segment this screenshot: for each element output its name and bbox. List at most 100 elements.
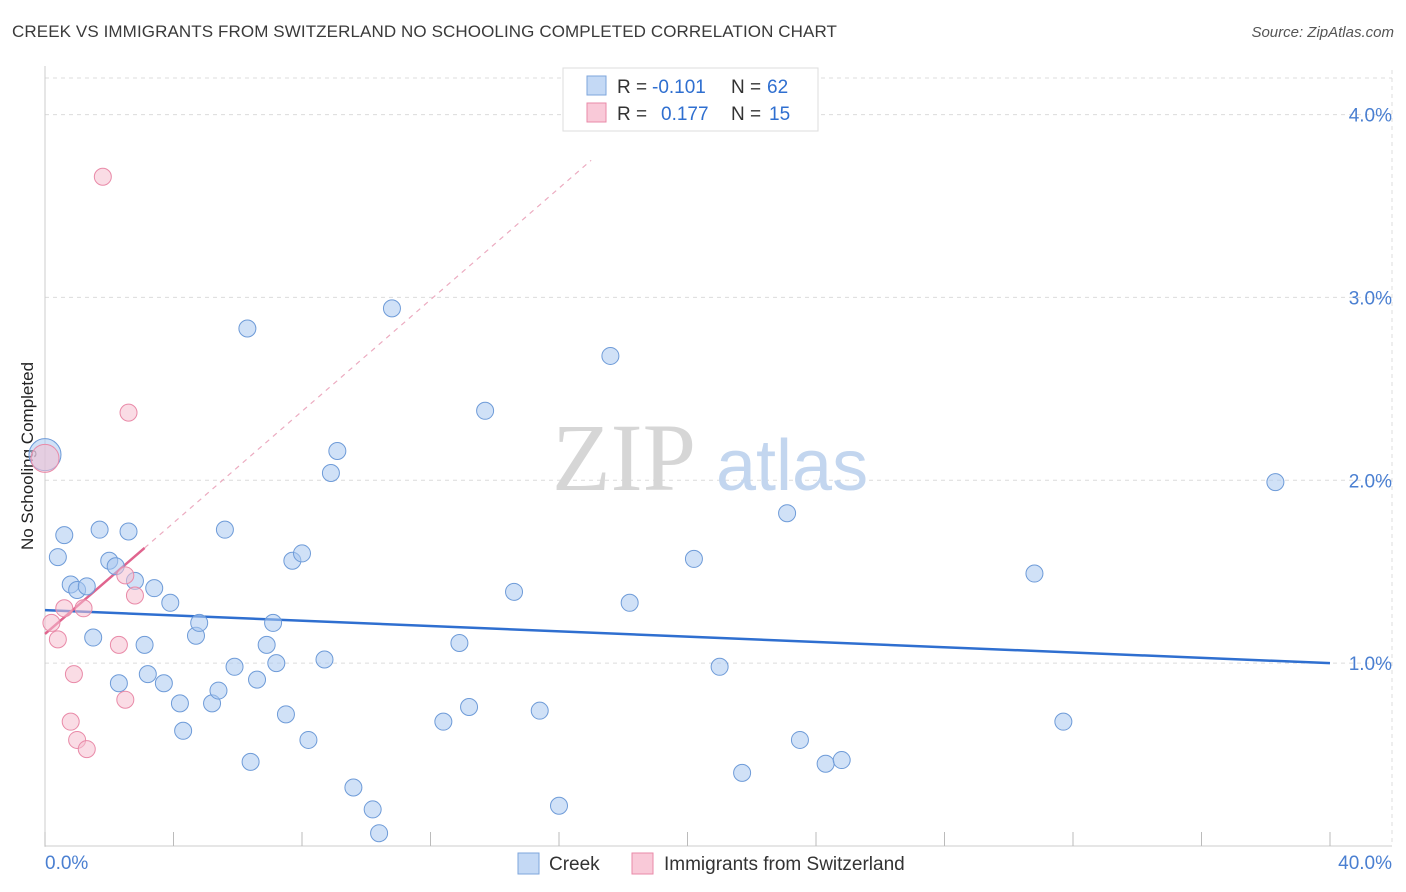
creek-point-24 <box>215 520 234 539</box>
creek-point-17 <box>161 593 180 612</box>
swiss-point-8 <box>77 740 96 759</box>
swiss-point-12 <box>116 690 135 709</box>
legend-swiss-swatch <box>631 852 654 875</box>
creek-point-30 <box>264 613 283 632</box>
creek-point-36 <box>315 650 334 669</box>
x-tick-marks <box>44 832 1331 846</box>
swiss-point-10 <box>109 635 128 654</box>
creek-point-29 <box>257 635 276 654</box>
creek-n-value: 62 <box>767 77 788 98</box>
swiss-point-4 <box>61 712 80 731</box>
creek-point-11 <box>119 522 138 541</box>
creek-point-14 <box>138 665 157 684</box>
swiss-point-0 <box>30 443 60 473</box>
creek-n-label: N = <box>731 77 761 98</box>
y-tick-label-3: 4.0% <box>1349 106 1392 127</box>
creek-point-47 <box>505 582 524 601</box>
y-tick-label-1: 2.0% <box>1349 471 1392 492</box>
creek-point-42 <box>382 299 401 318</box>
swiss-r-label: R = <box>617 104 647 125</box>
creek-point-39 <box>344 778 363 797</box>
creek-point-18 <box>170 694 189 713</box>
legend-swiss-label: Immigrants from Switzerland <box>664 854 905 875</box>
y-tick-label-0: 1.0% <box>1349 654 1392 675</box>
creek-point-38 <box>328 442 347 461</box>
chart-source: Source: ZipAtlas.com <box>1251 24 1394 41</box>
swiss-point-14 <box>125 586 144 605</box>
swiss-legend-swatch <box>586 102 607 123</box>
creek-point-59 <box>1025 564 1044 583</box>
creek-point-45 <box>460 698 479 717</box>
creek-point-10 <box>109 674 128 693</box>
creek-point-43 <box>434 712 453 731</box>
series-legend: Creek Immigrants from Switzerland <box>517 852 905 875</box>
swiss-point-9 <box>93 167 112 186</box>
watermark-atlas: atlas <box>716 426 868 506</box>
creek-point-35 <box>299 730 318 749</box>
creek-point-15 <box>145 579 164 598</box>
creek-point-25 <box>225 657 244 676</box>
creek-point-54 <box>733 763 752 782</box>
creek-point-21 <box>190 613 209 632</box>
creek-point-5 <box>77 577 96 596</box>
points-layer <box>28 167 1285 843</box>
creek-point-7 <box>90 520 109 539</box>
creek-point-28 <box>248 670 267 689</box>
legend-creek-swatch <box>517 852 540 875</box>
creek-point-50 <box>601 346 620 365</box>
swiss-r-value: 0.177 <box>661 104 709 125</box>
creek-r-label: R = <box>617 77 647 98</box>
creek-point-57 <box>816 754 835 773</box>
creek-point-53 <box>710 657 729 676</box>
creek-point-41 <box>370 824 389 843</box>
creek-point-40 <box>363 800 382 819</box>
creek-point-34 <box>293 544 311 563</box>
creek-point-26 <box>238 319 257 338</box>
creek-trend-line <box>44 608 1331 665</box>
creek-point-48 <box>530 701 549 720</box>
creek-point-2 <box>55 526 74 545</box>
legend-creek-label: Creek <box>549 854 600 875</box>
creek-r-value: -0.101 <box>652 77 706 98</box>
stats-legend: R = -0.101 N = 62 R = 0.177 N = 15 <box>562 67 819 132</box>
swiss-trend-line <box>44 546 146 635</box>
creek-point-52 <box>684 549 703 568</box>
creek-point-44 <box>450 634 469 653</box>
creek-point-19 <box>174 721 193 740</box>
creek-point-31 <box>267 654 286 673</box>
creek-point-32 <box>276 705 295 724</box>
swiss-point-13 <box>119 403 138 422</box>
creek-point-56 <box>790 730 809 749</box>
swiss-trend-extension <box>144 159 592 549</box>
swiss-n-value: 15 <box>769 104 790 125</box>
creek-point-49 <box>550 796 568 815</box>
creek-point-55 <box>778 504 797 523</box>
creek-point-37 <box>321 463 340 482</box>
swiss-point-7 <box>74 599 93 618</box>
swiss-point-2 <box>48 630 67 649</box>
trend-layer <box>44 159 1331 665</box>
creek-point-27 <box>241 752 260 771</box>
creek-point-1 <box>48 548 67 567</box>
y-axis-title: No Schooling Completed <box>18 362 37 550</box>
swiss-n-label: N = <box>731 104 761 125</box>
y-tick-label-2: 3.0% <box>1349 288 1392 309</box>
creek-point-23 <box>209 681 228 700</box>
y-tick-labels: 1.0% 2.0% 3.0% 4.0% <box>1349 106 1392 676</box>
creek-point-46 <box>476 401 495 420</box>
creek-point-60 <box>1054 712 1073 731</box>
watermark-zip: ZIP <box>552 404 696 511</box>
creek-point-61 <box>1266 473 1285 492</box>
chart-title: CREEK VS IMMIGRANTS FROM SWITZERLAND NO … <box>12 22 838 41</box>
swiss-point-3 <box>55 599 74 618</box>
x-tick-label-max: 40.0% <box>1338 853 1392 874</box>
creek-point-13 <box>135 635 154 654</box>
swiss-point-11 <box>116 566 135 585</box>
x-tick-label-min: 0.0% <box>45 853 88 874</box>
creek-point-58 <box>832 751 851 770</box>
creek-legend-swatch <box>586 75 607 96</box>
swiss-point-1 <box>42 613 61 632</box>
creek-point-51 <box>620 593 639 612</box>
